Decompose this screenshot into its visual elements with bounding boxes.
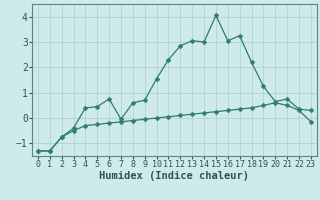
X-axis label: Humidex (Indice chaleur): Humidex (Indice chaleur) bbox=[100, 171, 249, 181]
